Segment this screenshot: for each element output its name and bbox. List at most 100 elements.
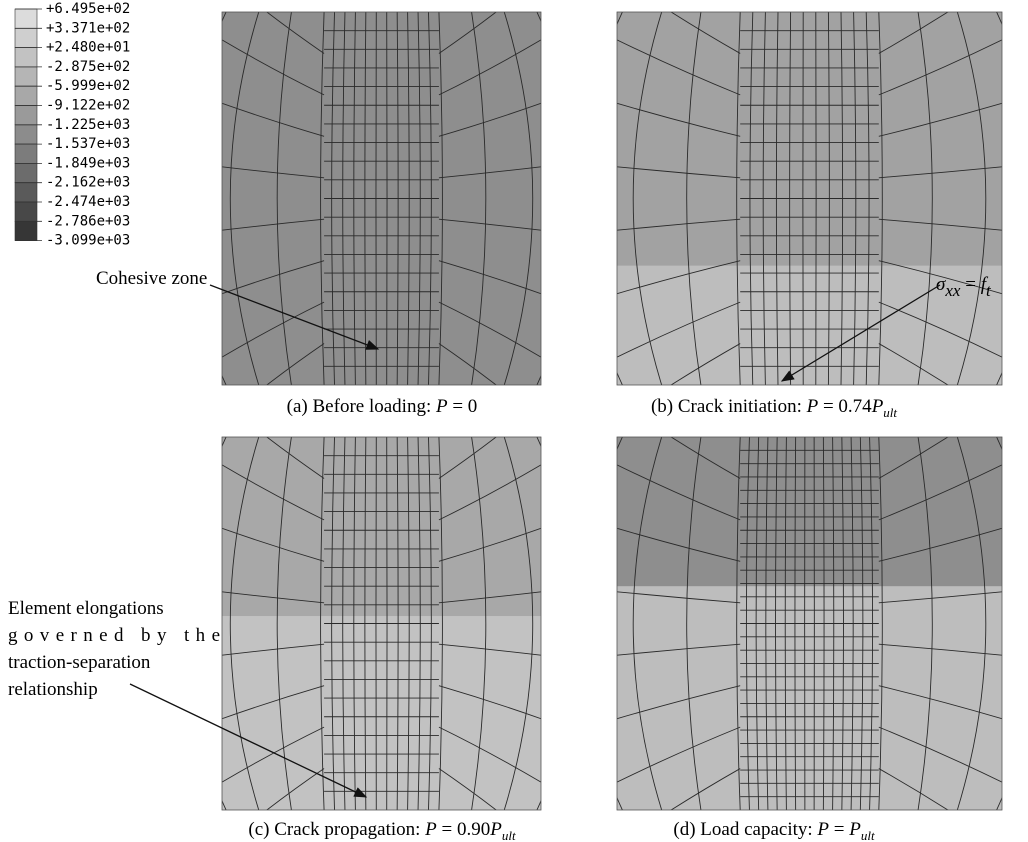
mesh-line — [438, 301, 541, 358]
annotation-line: Element elongations — [8, 598, 164, 619]
legend-swatch — [14, 105, 38, 126]
mesh-line — [686, 12, 702, 385]
mesh-line — [222, 39, 325, 96]
legend-label: -2.786e+03 — [46, 213, 130, 229]
mesh-line — [222, 591, 325, 604]
mesh-line — [276, 12, 292, 385]
mesh-border — [221, 436, 542, 811]
mesh — [222, 12, 541, 385]
mesh-line — [438, 12, 443, 385]
arrow — [780, 284, 941, 382]
mesh-line — [222, 301, 325, 358]
mesh-line — [438, 166, 541, 179]
legend-swatch — [14, 143, 38, 164]
legend-label: -2.162e+03 — [46, 175, 130, 191]
mesh-line — [438, 260, 541, 295]
mesh — [617, 437, 1002, 810]
legend-label: -1.225e+03 — [46, 117, 130, 133]
mesh-line — [438, 768, 497, 810]
mesh-panel — [616, 436, 1003, 811]
mesh-line — [670, 768, 741, 810]
mesh — [617, 12, 1002, 385]
mesh-line — [438, 643, 541, 656]
mesh-line — [878, 768, 949, 810]
mesh-line — [222, 464, 325, 521]
annotation-line: governed by the — [8, 625, 220, 646]
arrow — [209, 284, 380, 350]
mesh-line — [632, 12, 663, 385]
mesh-line — [878, 301, 1002, 358]
mesh-line — [266, 768, 325, 810]
mesh-line — [878, 685, 1002, 720]
legend-label: -5.999e+02 — [46, 78, 130, 94]
mesh-line — [266, 12, 325, 54]
legend-label: -3.099e+03 — [46, 233, 130, 249]
mesh-line — [617, 591, 741, 604]
mesh-line — [438, 437, 443, 810]
mesh-line — [222, 527, 325, 562]
mesh-line — [670, 343, 741, 385]
mesh-panel — [616, 11, 1003, 386]
mesh-line — [438, 464, 541, 521]
legend-label: -9.122e+02 — [46, 98, 130, 114]
arrow — [129, 683, 368, 798]
legend-label: +3.371e+02 — [46, 20, 130, 36]
mesh-line — [670, 12, 741, 54]
mesh-line — [222, 643, 325, 656]
mesh — [222, 437, 541, 810]
mesh-line — [471, 437, 487, 810]
mesh-line — [956, 437, 987, 810]
mesh-line — [222, 166, 325, 179]
mesh-line — [266, 343, 325, 385]
mesh-line — [878, 643, 1002, 656]
legend-swatch — [14, 163, 38, 183]
mesh-line — [617, 260, 741, 295]
legend-swatch — [14, 27, 38, 48]
legend-swatch — [14, 85, 38, 106]
mesh-line — [632, 437, 663, 810]
mesh-line — [266, 437, 325, 479]
legend-swatch — [14, 47, 38, 68]
mesh-line — [222, 260, 325, 295]
mesh-background — [617, 586, 1002, 810]
mesh-line — [617, 301, 741, 358]
mesh-line — [222, 685, 325, 720]
caption-c: (c) Crack propagation: P = 0.90Pult — [248, 819, 516, 842]
caption-b: (b) Crack initiation: P = 0.74Pult — [651, 396, 897, 420]
mesh-line — [438, 726, 541, 783]
mesh-line — [878, 527, 1002, 562]
mesh-panel — [221, 436, 542, 811]
mesh-line — [503, 12, 534, 385]
mesh-line — [438, 343, 497, 385]
mesh-line — [276, 437, 292, 810]
mesh-line — [222, 218, 325, 231]
mesh-line — [320, 437, 325, 810]
mesh-line — [878, 166, 1002, 179]
mesh-line — [878, 591, 1002, 604]
mesh-line — [878, 464, 1002, 521]
caption-a: (a) Before loading: P = 0 — [287, 396, 478, 417]
legend-label: -2.474e+03 — [46, 194, 130, 210]
mesh-line — [878, 218, 1002, 231]
mesh-line — [956, 12, 987, 385]
mesh-line — [438, 12, 497, 54]
mesh-line — [617, 464, 741, 521]
mesh-line — [438, 437, 497, 479]
mesh-line — [878, 343, 949, 385]
mesh-line — [438, 102, 541, 137]
mesh-line — [617, 166, 741, 179]
mesh-line — [878, 260, 1002, 295]
mesh-line — [878, 437, 949, 479]
caption-d: (d) Load capacity: P = Pult — [673, 819, 875, 842]
legend-label: -2.875e+02 — [46, 59, 130, 75]
legend-swatch — [14, 221, 38, 241]
mesh-panel — [221, 11, 542, 386]
mesh-line — [229, 437, 260, 810]
mesh-panels — [221, 11, 1003, 811]
mesh-background — [617, 265, 1002, 385]
mesh-line — [617, 39, 741, 96]
legend-swatch — [14, 66, 38, 87]
annotation-line: relationship — [8, 679, 98, 700]
mesh-line — [438, 527, 541, 562]
